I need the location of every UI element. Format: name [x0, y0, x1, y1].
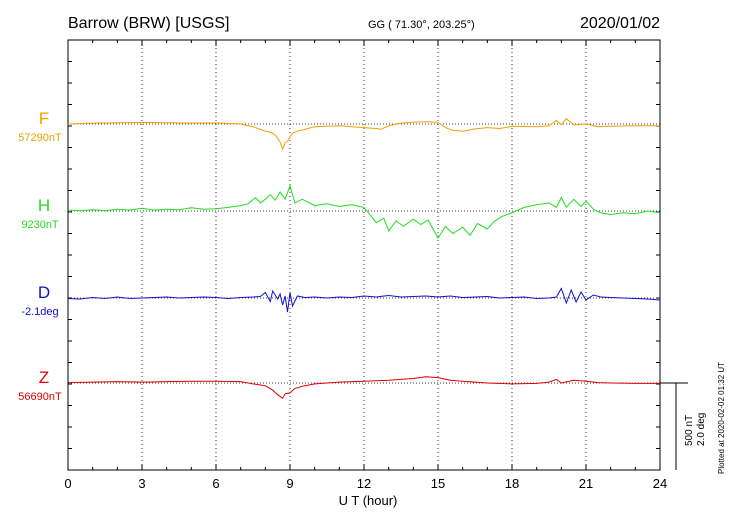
series-baseline-value-F: 57290nT	[18, 132, 62, 144]
series-baseline-value-Z: 56690nT	[18, 391, 62, 403]
series-labels: F 57290nT H 9230nT D -2.1deg Z 56690nT	[18, 109, 62, 403]
scale-nt-label: 500 nT	[684, 415, 695, 446]
vertical-gridlines	[141, 40, 587, 470]
x-axis-label: U T (hour)	[339, 493, 398, 508]
plotted-timestamp: Plotted at 2020-02-02 01:32 UT	[717, 362, 726, 474]
x-tick-label-21: 21	[579, 476, 593, 491]
date-label: 2020/01/02	[580, 15, 660, 32]
station-title: Barrow (BRW) [USGS]	[68, 15, 230, 32]
axis-ticks	[67, 39, 661, 471]
x-tick-label-18: 18	[505, 476, 519, 491]
series-name-H: H	[38, 196, 50, 215]
series-lines	[67, 117, 661, 400]
series-line-D	[67, 287, 661, 313]
x-tick-label-6: 6	[212, 476, 219, 491]
x-tick-labels: 0 3 6 9 12 15 18 21 24	[64, 476, 667, 491]
series-name-Z: Z	[39, 368, 49, 387]
series-baseline-value-H: 9230nT	[21, 219, 59, 231]
series-name-F: F	[39, 109, 49, 128]
series-line-H	[67, 184, 661, 239]
series-baseline-value-D: -2.1deg	[21, 306, 58, 318]
x-tick-label-12: 12	[357, 476, 371, 491]
series-name-D: D	[38, 283, 50, 302]
series-line-F	[67, 117, 660, 151]
series-line-Z	[67, 376, 660, 400]
x-tick-label-0: 0	[64, 476, 71, 491]
x-tick-label-24: 24	[653, 476, 667, 491]
x-tick-label-3: 3	[138, 476, 145, 491]
x-tick-label-9: 9	[286, 476, 293, 491]
coordinates-label: GG ( 71.30°, 203.25°)	[368, 19, 475, 31]
x-tick-label-15: 15	[431, 476, 445, 491]
scale-deg-label: 2.0 deg	[696, 413, 707, 446]
